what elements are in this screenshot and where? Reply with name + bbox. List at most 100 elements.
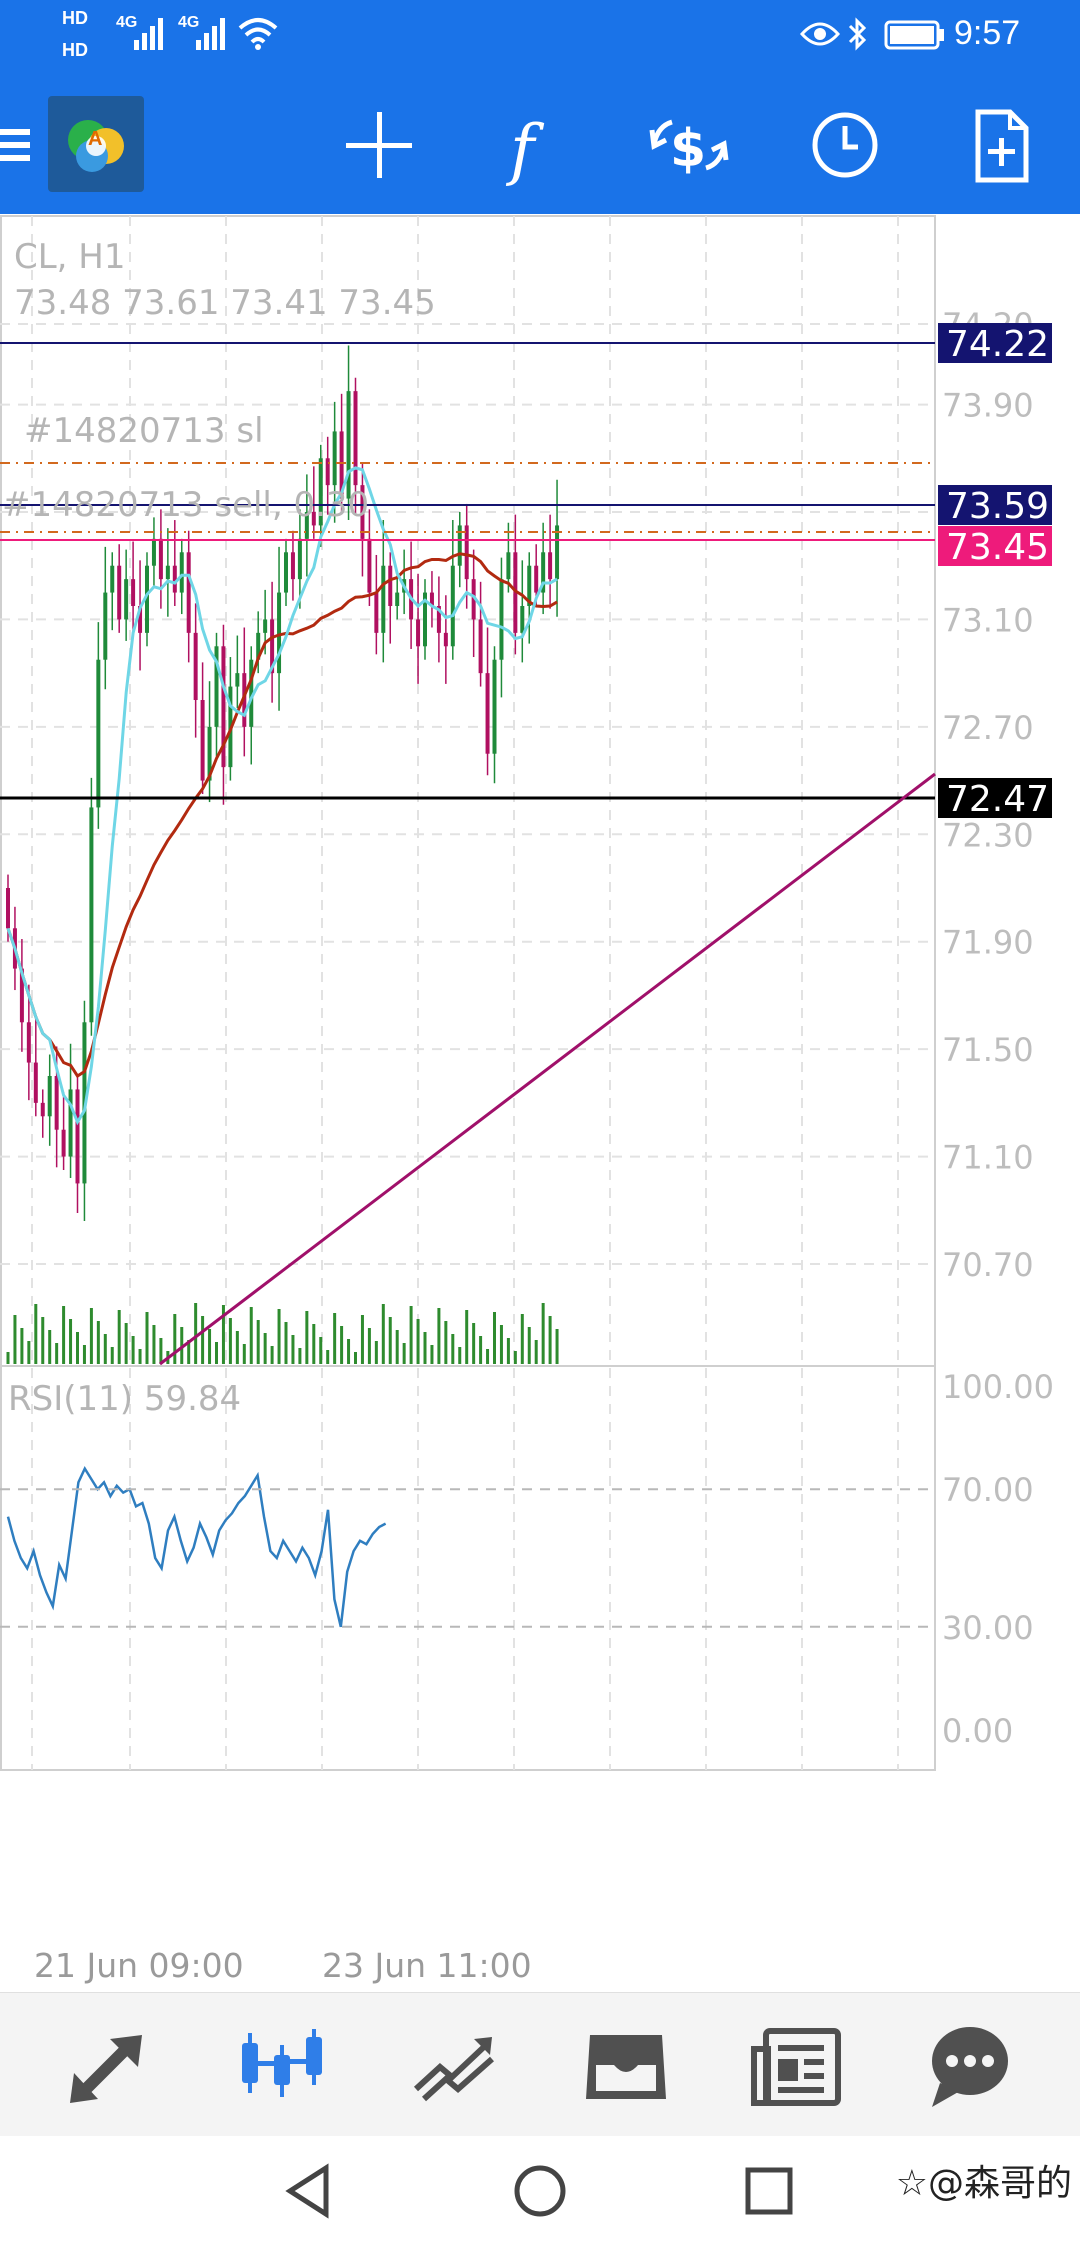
volume-bar (409, 1306, 413, 1364)
support-price-tag (938, 778, 1052, 818)
candle-body (520, 606, 525, 633)
logo-letter: A (88, 128, 103, 150)
candle-body (346, 391, 351, 499)
candle-body (242, 673, 247, 727)
volume-bar (340, 1326, 344, 1364)
candle-body (249, 659, 254, 727)
rsi-axis: 100.00 70.00 30.00 0.00 (0, 1368, 1054, 1750)
support-price-tag-text: 72.47 (946, 779, 1049, 820)
candle-body (235, 673, 240, 687)
candle-body (221, 646, 226, 768)
candle-body (158, 538, 163, 580)
home-icon[interactable] (505, 2156, 575, 2226)
volume-bar (319, 1337, 323, 1364)
rsi-frame (0, 1365, 936, 1771)
volume-bar (55, 1343, 59, 1364)
candle-body (325, 458, 330, 486)
volume-bar (256, 1320, 260, 1364)
candle-body (395, 592, 400, 606)
candle-body (443, 632, 448, 647)
volume-bar (242, 1344, 246, 1364)
indicators-icon[interactable]: f (488, 100, 578, 190)
volume-bar (444, 1321, 448, 1364)
price-axis-label: 70.70 (942, 1246, 1034, 1284)
ask-price-tag (938, 485, 1052, 525)
volume-bar (27, 1341, 31, 1364)
volume-bar (520, 1314, 524, 1364)
candle-body (527, 565, 532, 606)
volume-bar (235, 1331, 239, 1364)
quotes-icon[interactable] (50, 2015, 170, 2115)
volume-bar (402, 1343, 406, 1364)
volume-bar (145, 1312, 149, 1364)
volume-bar (493, 1312, 496, 1364)
menu-icon[interactable] (0, 100, 36, 190)
candle-body (416, 619, 421, 647)
crosshair-icon[interactable] (334, 100, 424, 190)
news-icon[interactable] (738, 2015, 858, 2115)
candle-body (200, 700, 205, 781)
network-type-1: 4G (116, 14, 138, 31)
candle-body (40, 1102, 45, 1117)
volume-bar (96, 1321, 100, 1364)
rsi-axis-label: 0.00 (942, 1712, 1013, 1750)
bluetooth-icon (848, 17, 867, 51)
recents-icon[interactable] (734, 2156, 804, 2226)
volume-bar (138, 1349, 142, 1364)
candle-body (450, 565, 455, 647)
volume-bar (41, 1317, 45, 1364)
price-chart[interactable]: CL, H1 73.48 73.61 73.41 73.45 #14820713… (0, 214, 1080, 1940)
candle-body (388, 565, 393, 606)
trend-line[interactable] (159, 772, 936, 1366)
volume-bar (486, 1349, 490, 1364)
rsi-axis-label: 30.00 (942, 1609, 1034, 1647)
volume-bar (187, 1340, 191, 1364)
candle-body (423, 592, 427, 647)
candle-body (436, 606, 441, 633)
history-icon[interactable] (566, 2015, 686, 2115)
clock-icon[interactable] (800, 100, 890, 190)
volume-bar (215, 1342, 218, 1364)
volume-bar (194, 1303, 198, 1364)
candle-body (96, 659, 101, 808)
candle-body (429, 592, 434, 606)
volume-bar (465, 1310, 469, 1364)
exchange-icon[interactable]: $ (644, 100, 734, 190)
ask-price-tag-text: 73.59 (946, 486, 1049, 527)
chart-icon[interactable] (222, 2015, 342, 2115)
volume-bar (506, 1338, 510, 1364)
price-axis-label: 73.90 (942, 387, 1034, 425)
candle-body (311, 512, 316, 526)
signal-icon-2 (196, 18, 225, 50)
candle-body (367, 538, 372, 593)
eye-icon (800, 22, 840, 46)
svg-text:f: f (505, 111, 545, 188)
trade-icon[interactable] (394, 2015, 514, 2115)
volume-bar (110, 1347, 114, 1364)
time-label-23jun: 23 Jun 11:00 (322, 1946, 532, 1985)
candle-body (499, 579, 504, 660)
app-header: A f $ (0, 76, 1080, 214)
volume-bar (291, 1335, 295, 1364)
messages-icon[interactable] (910, 2015, 1030, 2115)
app-logo[interactable]: A (48, 96, 144, 192)
price-axis-label: 71.50 (942, 1031, 1034, 1069)
new-document-icon[interactable] (956, 100, 1046, 190)
volume-bar (89, 1308, 93, 1364)
candle-body (89, 807, 94, 1023)
candle-body (506, 552, 511, 580)
candle-body (151, 538, 156, 566)
volume-bar (48, 1330, 52, 1364)
volume-bar (62, 1306, 66, 1364)
volume-bar (20, 1328, 24, 1364)
hd-badge-2: HD (62, 40, 88, 60)
candle-body (353, 391, 358, 486)
candle-body (541, 552, 546, 593)
back-icon[interactable] (274, 2156, 344, 2226)
volume-histogram (6, 1303, 559, 1364)
candle-body (290, 552, 295, 580)
volume-bar (388, 1317, 392, 1364)
volume-bar (395, 1330, 399, 1364)
volume-bar (180, 1327, 184, 1364)
candle-body (33, 1062, 38, 1103)
